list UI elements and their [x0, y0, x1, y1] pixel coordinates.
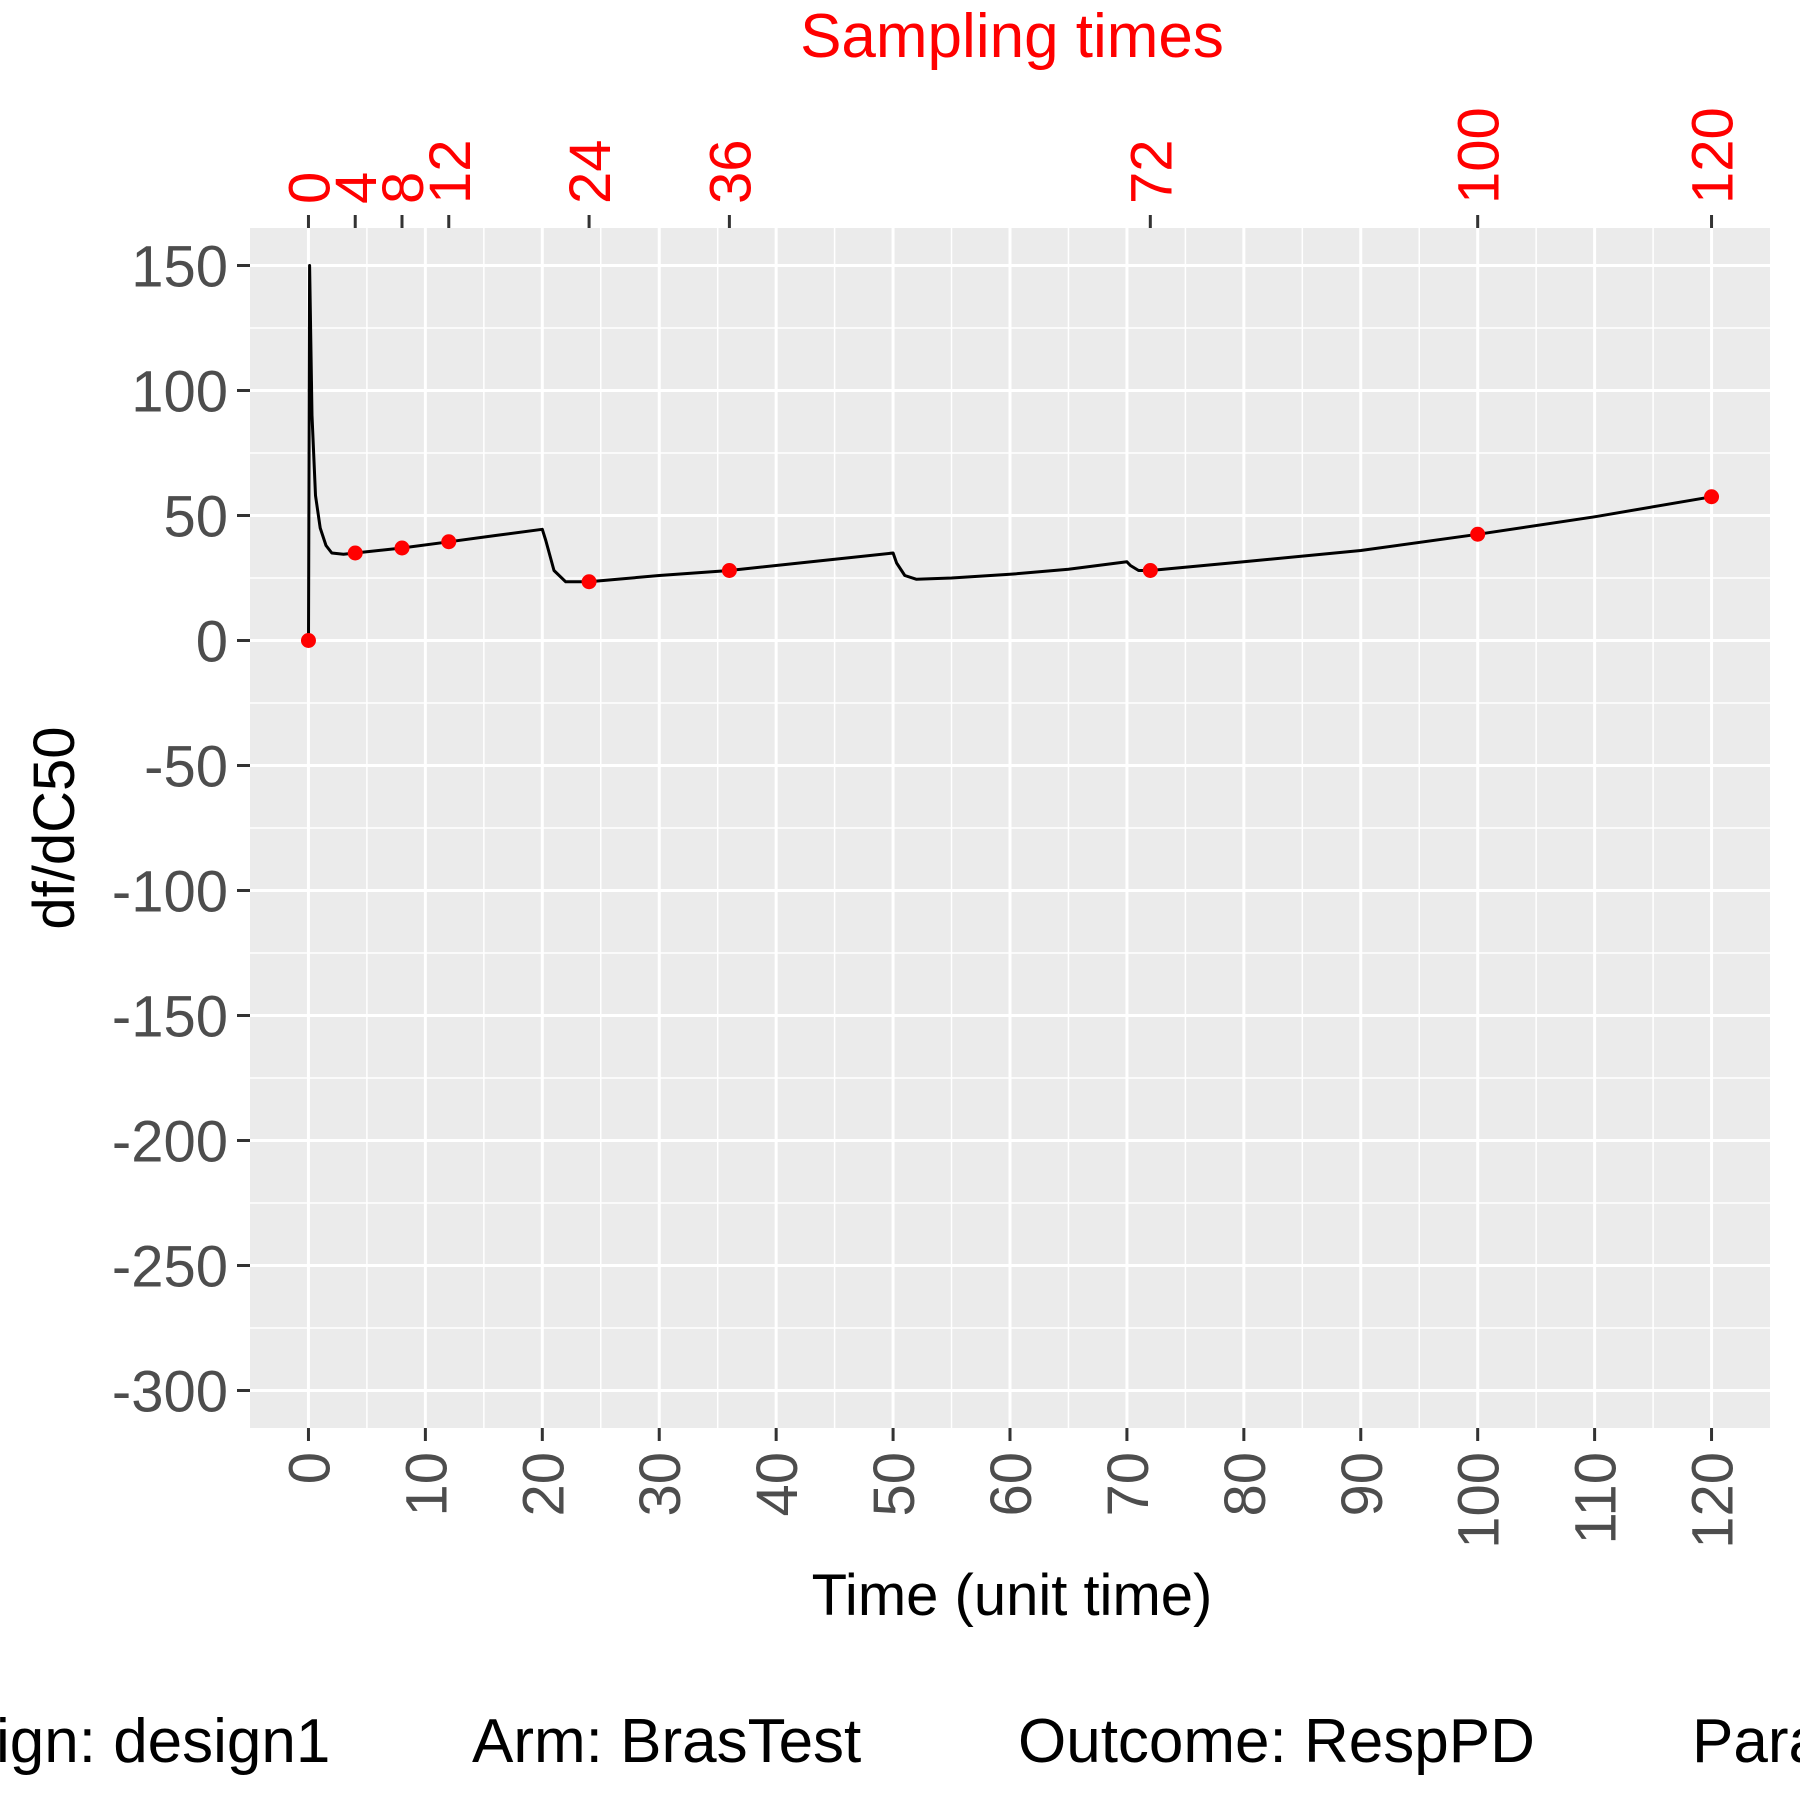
x-tick-label: 110	[1564, 1452, 1629, 1544]
y-axis-title: df/dC50	[22, 726, 87, 929]
sampling-point	[441, 534, 457, 550]
caption-outcome: Outcome: RespPD	[1018, 1707, 1535, 1776]
top-tick-label: 12	[418, 139, 483, 204]
sampling-point	[394, 540, 410, 556]
top-tick-label: 36	[698, 139, 763, 204]
y-tick-label: 150	[131, 235, 228, 300]
top-tick-label: 4	[324, 172, 389, 204]
x-tick-label: 60	[979, 1452, 1044, 1517]
x-tick-label: 10	[394, 1452, 459, 1517]
caption-arm: Arm: BrasTest	[472, 1707, 861, 1776]
caption-design: ign: design1	[0, 1707, 330, 1776]
y-tick-label: -300	[112, 1360, 228, 1425]
top-tick-label: 72	[1119, 139, 1184, 204]
grid-major	[250, 228, 1770, 1428]
caption-parameter: Para	[1692, 1707, 1800, 1776]
top-tick-label: 0	[277, 172, 342, 204]
y-tick-label: -100	[112, 860, 228, 925]
sampling-point	[721, 563, 737, 578]
x-tick-label: 0	[277, 1452, 342, 1484]
sampling-point	[1704, 489, 1720, 505]
y-tick-label: 50	[163, 485, 228, 550]
y-tick-label: -200	[112, 1110, 228, 1175]
y-tick-label: -150	[112, 985, 228, 1050]
x-tick-label: 50	[862, 1452, 927, 1517]
sampling-point	[1470, 526, 1486, 542]
y-tick-label: 0	[196, 610, 228, 675]
top-tick-label: 100	[1447, 107, 1512, 204]
x-tick-label: 100	[1447, 1452, 1512, 1549]
series-layer	[300, 264, 1720, 648]
x-tick-label: 20	[511, 1452, 576, 1517]
x-tick-label: 120	[1681, 1452, 1746, 1549]
x-tick-label: 30	[628, 1452, 693, 1517]
x-axis-title: Time (unit time)	[812, 1563, 1213, 1628]
y-tick-label: -250	[112, 1235, 228, 1300]
x-tick-label: 80	[1213, 1452, 1278, 1517]
x-tick-label: 70	[1096, 1452, 1161, 1517]
sampling-point	[1142, 563, 1158, 578]
sampling-point	[581, 574, 597, 590]
sampling-point	[347, 545, 363, 561]
tick-labels: 150 100 50 0 -50 -100 -150 -200 -250 -300 0 10 20 30 4…	[112, 107, 1746, 1549]
y-tick-label: 100	[131, 360, 228, 425]
top-tick-label: 120	[1681, 107, 1746, 204]
x-tick-label: 40	[745, 1452, 810, 1517]
y-tick-label: -50	[144, 735, 228, 800]
top-tick-label: 8	[371, 172, 436, 204]
axis-ticks	[237, 215, 1714, 1441]
top-axis-title: Sampling times	[800, 2, 1224, 71]
series-line	[307, 264, 1712, 641]
x-tick-label: 90	[1330, 1452, 1395, 1517]
top-tick-label: 24	[558, 139, 623, 204]
sampling-point	[300, 633, 316, 648]
